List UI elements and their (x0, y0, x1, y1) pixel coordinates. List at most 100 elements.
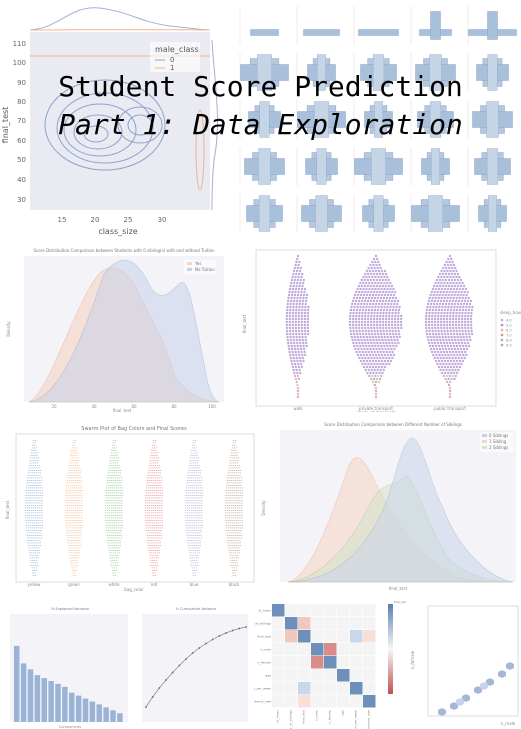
heatmap-col-label: final_test (302, 709, 306, 724)
x-tick: 60 (131, 404, 137, 409)
swarm-group (348, 254, 403, 399)
pca-point (165, 679, 167, 681)
heatmap-cell (324, 656, 337, 669)
legend-entry: 0 Siblings (489, 433, 508, 438)
heatmap-cell (285, 669, 298, 682)
swarm-group (105, 440, 124, 576)
pca-bar (55, 683, 61, 722)
heatmap-col-label: n_male (315, 710, 319, 721)
pca-bar (110, 710, 116, 722)
pca-bar (27, 669, 34, 722)
pca-bar (34, 675, 41, 722)
heatmap-cell (337, 669, 350, 682)
swarm-group (25, 440, 44, 576)
swarm-bag-panel: Swarm Plot of Bag Colors and Final Score… (4, 420, 256, 592)
x-tick: black (229, 582, 240, 587)
x-tick: walk (293, 406, 303, 411)
heatmap-cell (285, 617, 298, 630)
heatmap-cell (350, 695, 363, 708)
legend-entry-1: 1 (170, 64, 174, 72)
heatmap-col-label: n_female (328, 710, 332, 724)
boxen-subplot (353, 194, 395, 233)
boxen-subplot (239, 194, 283, 233)
boxen-grid-panel (236, 2, 521, 240)
heatmap-cell (311, 695, 324, 708)
heatmap-row-label: hours_per_week (254, 687, 271, 691)
heatmap-cell (350, 656, 363, 669)
heatmap-cell (337, 604, 350, 617)
heatmap-cell (272, 643, 285, 656)
heatmap-col-label: id_index (276, 710, 280, 723)
x-tick: 15 (58, 216, 67, 224)
heatmap-cell (272, 617, 285, 630)
legend-entry: Yes (194, 261, 201, 266)
heatmap-row-label: attendance_rate (254, 700, 271, 704)
heatmap-row-label: number_of_siblings (254, 622, 271, 626)
x-tick: yellow (28, 582, 41, 587)
legend-entry: 7.0 (506, 334, 512, 338)
y-axis-label: final_test (5, 500, 10, 519)
pca-point (245, 626, 247, 628)
pca-bar (69, 692, 75, 722)
heatmap-cell (324, 682, 337, 695)
pca-point (191, 652, 194, 654)
swarm-group (65, 440, 84, 576)
heatmap-cell (337, 630, 350, 643)
chart-title: Swarm Plot of Bag Colors and Final Score… (81, 426, 187, 432)
heatmap-cell (337, 617, 350, 630)
y-tick: 50 (17, 156, 26, 164)
pca-bar (75, 695, 82, 722)
x-tick: 80 (171, 404, 177, 409)
legend-title: male_class (155, 45, 199, 54)
pca-bar (96, 704, 102, 722)
heatmap-cell (311, 604, 324, 617)
x-tick: blue (190, 582, 199, 587)
heatmap-cell (363, 604, 376, 617)
heatmap-cell (324, 669, 337, 682)
legend-entry: 2 Siblings (489, 445, 508, 450)
heatmap-cell (337, 682, 350, 695)
pca-point (145, 706, 147, 708)
joint-kde-panel: male_class 0 1 110 100 90 80 70 60 50 40… (0, 0, 232, 240)
boxen-subplot (467, 147, 511, 186)
x-tick: 40 (91, 404, 97, 409)
boxen-subplot (353, 100, 393, 139)
heatmap-cell (350, 617, 363, 630)
boxen-subplot (467, 53, 509, 92)
x-tick: 30 (158, 216, 167, 224)
boxen-subplot (239, 100, 281, 139)
heatmap-cell (298, 656, 311, 669)
x-tick: red (151, 582, 158, 587)
x-axis-label: bag_color (124, 587, 144, 592)
chart-title: Score Distribution Comparison between St… (33, 248, 215, 253)
pca-point (225, 632, 227, 634)
y-tick: 60 (17, 137, 26, 145)
heatmap-col-label: age (341, 710, 345, 716)
heatmap-cell (298, 604, 311, 617)
heatmap-cell (298, 630, 311, 643)
swarm-group (285, 254, 310, 399)
y-axis-label: Density (261, 500, 266, 516)
pca-line-panel: % Cumulative Variance (134, 604, 252, 729)
boxen-subplot (353, 147, 403, 186)
heatmap-cell (285, 682, 298, 695)
heatmap-cell (311, 656, 324, 669)
y-axis-label: final_test (1, 107, 10, 144)
y-tick: 80 (17, 98, 26, 106)
heatmap-cell (298, 669, 311, 682)
y-tick: 100 (13, 59, 26, 67)
boxen-subplot (410, 6, 452, 45)
x-axis-label: final_test (113, 408, 132, 412)
heatmap-cell (285, 604, 298, 617)
x-tick: 20 (51, 404, 57, 409)
heatmap-cell (298, 617, 311, 630)
pca-bar (82, 698, 89, 722)
pca-point (158, 687, 161, 689)
heatmap-cell (324, 617, 337, 630)
boxen-subplot (467, 6, 517, 45)
boxen-subplot (239, 147, 285, 186)
swarm-group (185, 440, 204, 576)
heatmap-cell (311, 682, 324, 695)
heatmap-cell (337, 643, 350, 656)
swarm-group (225, 440, 244, 576)
